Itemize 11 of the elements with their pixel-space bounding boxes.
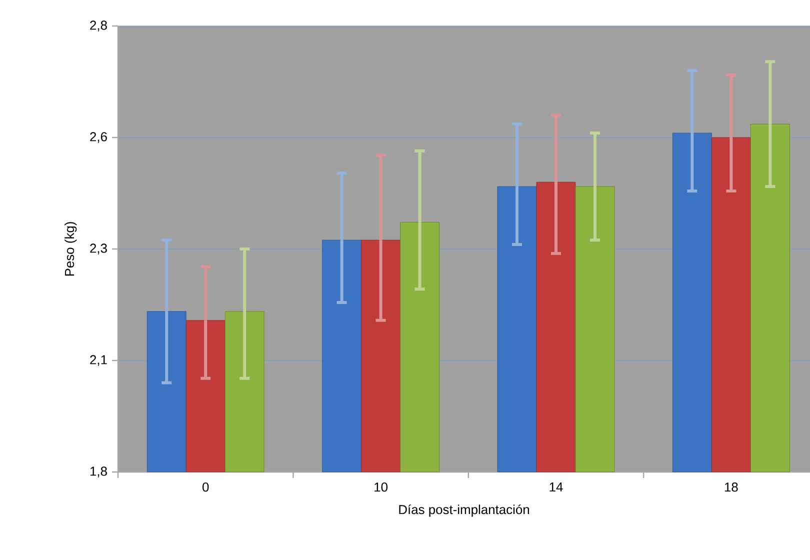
y-tick-label: 2,1 [90,355,107,366]
y-tick-label: 2,8 [90,20,107,32]
x-axis-title: Días post-implantación [399,504,530,517]
y-tick-label: 2,6 [90,132,107,143]
y-tick-label: 2,3 [90,244,107,254]
y-tick-label: 1,8 [90,466,107,478]
x-tick-label: 10 [374,482,388,492]
y-axis-title: Peso (kg) [64,222,77,276]
x-tick-label: 0 [202,482,209,492]
x-tick-label: 14 [550,482,563,492]
x-tick-label: 18 [724,482,738,492]
